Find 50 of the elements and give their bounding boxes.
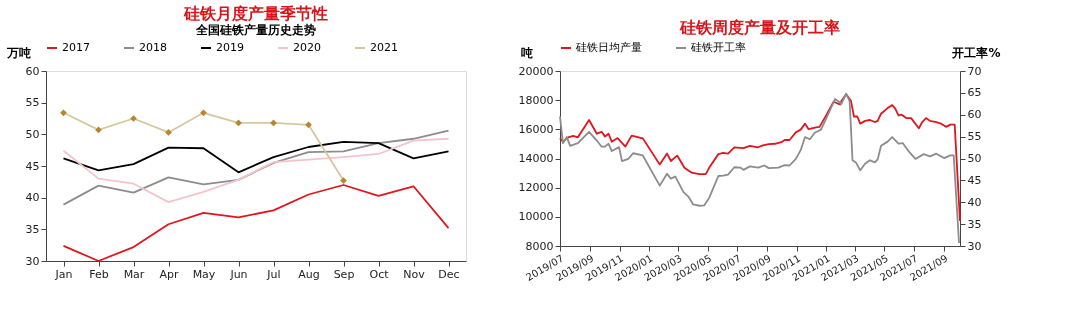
x-tick-label: Dec <box>438 267 460 281</box>
y2-axis-title: 开工率% <box>951 45 1001 60</box>
legend-label: 硅铁开工率 <box>690 41 746 54</box>
y-tick-label: 20000 <box>518 64 554 78</box>
y2-tick-label: 70 <box>967 64 982 78</box>
x-tick-label: Aug <box>298 267 320 281</box>
y-tick-label: 45 <box>25 159 40 173</box>
line-series <box>559 93 961 222</box>
chart-subtitle: 全国硅铁产量历史走势 <box>195 23 316 37</box>
x-tick-label: Jul <box>266 267 281 281</box>
y-axis-title: 吨 <box>520 45 533 60</box>
y-tick-label: 50 <box>25 127 40 141</box>
legend-label: 2018 <box>139 41 167 54</box>
y-tick-label: 10000 <box>518 210 554 224</box>
y2-tick-label: 55 <box>967 130 982 144</box>
y-tick-label: 35 <box>25 222 40 236</box>
y2-tick-label: 65 <box>967 86 982 100</box>
y2-tick-label: 35 <box>967 217 982 231</box>
legend-label: 2020 <box>293 41 321 54</box>
x-tick-label: Feb <box>89 267 109 281</box>
legend-label: 2017 <box>62 41 90 54</box>
x-tick-label: Mar <box>123 267 145 281</box>
legend-label: 2021 <box>370 41 398 54</box>
y-tick-label: 18000 <box>518 93 554 107</box>
x-tick-label: Nov <box>403 267 426 281</box>
y-tick-label: 40 <box>25 191 40 205</box>
y-tick-label: 55 <box>25 96 40 110</box>
y2-tick-label: 45 <box>967 173 982 187</box>
y-tick-label: 12000 <box>518 181 554 195</box>
y-axis-title: 万吨 <box>5 45 31 60</box>
y2-tick-label: 50 <box>967 152 982 165</box>
y-tick-label: 30 <box>25 254 40 268</box>
y2-tick-label: 30 <box>967 239 982 253</box>
y-tick-label: 16000 <box>518 122 554 136</box>
x-tick-label: Sep <box>333 267 355 281</box>
x-tick-label: Jan <box>54 267 73 281</box>
x-tick-label: Apr <box>159 267 179 281</box>
legend-label: 2019 <box>216 41 244 54</box>
legend-label: 硅铁日均产量 <box>575 41 642 54</box>
x-tick-label: Jun <box>229 267 248 281</box>
x-tick-label: May <box>192 267 216 281</box>
chart-title: 硅铁月度产量季节性 <box>183 4 328 23</box>
chart-title: 硅铁周度产量及开工率 <box>679 18 840 37</box>
y2-tick-label: 60 <box>967 108 982 122</box>
x-tick-label: Oct <box>369 267 390 281</box>
y-tick-label: 60 <box>25 64 40 78</box>
y-tick-label: 14000 <box>518 152 554 165</box>
line-series <box>62 141 450 174</box>
y-tick-label: 8000 <box>525 239 554 253</box>
y2-tick-label: 40 <box>967 195 982 209</box>
